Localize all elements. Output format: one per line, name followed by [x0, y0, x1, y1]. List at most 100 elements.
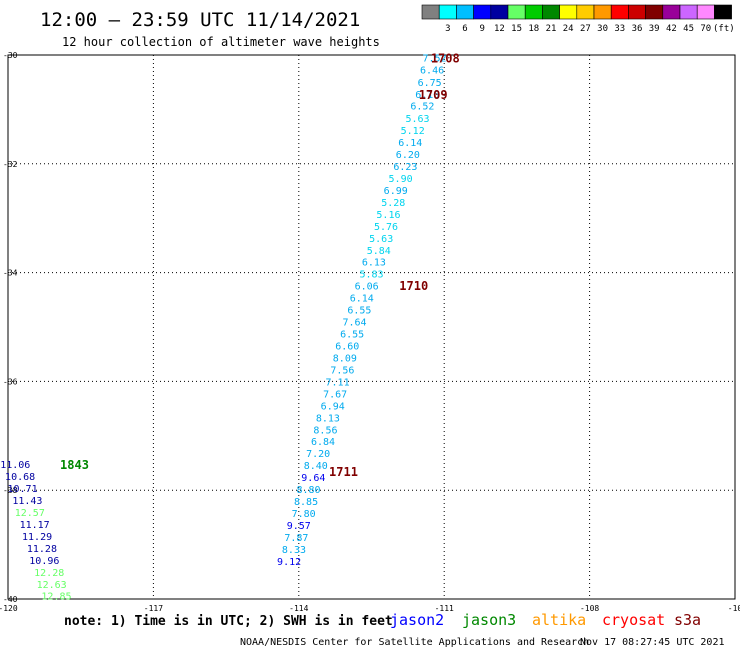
- wave-height-label: 7.64: [342, 318, 366, 329]
- longitude-tick-label: -114: [289, 604, 308, 613]
- wave-height-label: 5.76: [374, 222, 398, 233]
- latitude-tick-label: -34: [3, 269, 18, 278]
- credit-line: NOAA/NESDIS Center for Satellite Applica…: [240, 637, 589, 648]
- wave-height-label: 12.57: [15, 508, 45, 519]
- wave-height-label: 6.13: [362, 258, 386, 269]
- latitude-tick-label: -38: [3, 486, 18, 495]
- color-scale-legend: 3 6 9 12 15 18 21 24 27 30 33 36 39 42 45 70: [421, 4, 732, 34]
- satellite-tracks: 7.526.466.756.166.525.635.126.146.206.23…: [0, 52, 460, 603]
- color-swatch: [438, 4, 457, 20]
- wave-height-label: 8.09: [333, 353, 357, 364]
- color-swatch: [645, 4, 664, 20]
- generated-timestamp: Nov 17 08:27:45 UTC 2021: [580, 637, 725, 648]
- satellite-legend-jason3: jason3: [462, 611, 516, 629]
- color-scale-tick-label: 36: [632, 24, 643, 34]
- color-swatch: [714, 4, 732, 20]
- longitude-labels: -120 -117 -114 -111 -108 -10: [0, 604, 740, 613]
- wave-height-label: 5.83: [359, 270, 383, 281]
- color-scale-tick-label: 9: [479, 24, 484, 34]
- map-subtitle: 12 hour collection of altimeter wave hei…: [62, 35, 380, 49]
- satellite-legend: jason2 jason3 altika cryosat s3a: [390, 611, 701, 629]
- wave-height-label: 11.29: [22, 532, 52, 543]
- longitude-tick-label: -10: [728, 604, 740, 613]
- wave-height-label: 8.80: [296, 485, 320, 496]
- longitude-tick-label: -108: [580, 604, 599, 613]
- color-swatch: [576, 4, 595, 20]
- wave-height-label: 5.63: [369, 234, 393, 245]
- longitude-tick-label: -117: [144, 604, 163, 613]
- color-scale-tick-label: 6: [462, 24, 467, 34]
- color-swatch: [507, 4, 526, 20]
- color-scale-tick-label: 21: [546, 24, 557, 34]
- color-swatch: [696, 4, 715, 20]
- track-time-label: 1843: [60, 458, 89, 472]
- wave-height-label: 7.20: [306, 449, 330, 460]
- wave-height-label: 5.12: [401, 126, 425, 137]
- color-swatch: [490, 4, 509, 20]
- wave-height-label: 7.56: [330, 365, 354, 376]
- wave-height-label: 11.17: [20, 520, 50, 531]
- wave-height-label: 7.11: [326, 377, 350, 388]
- satellite-legend-s3a: s3a: [674, 611, 701, 629]
- units-note: note: 1) Time is in UTC; 2) SWH is in fe…: [64, 614, 393, 629]
- wave-height-label: 9.57: [287, 521, 311, 532]
- track-jason3: 7.526.466.756.166.525.635.126.146.206.23…: [277, 52, 460, 568]
- wave-height-label: 8.56: [313, 425, 337, 436]
- wave-height-label: 6.94: [321, 401, 345, 412]
- satellite-legend-cryosat: cryosat: [602, 611, 665, 629]
- wave-height-label: 11.43: [12, 496, 42, 507]
- wave-height-label: 5.90: [389, 174, 413, 185]
- latitude-labels: -30 -32 -34 -36 -38 -40: [3, 51, 18, 604]
- wave-height-label: 5.63: [405, 114, 429, 125]
- satellite-legend-altika: altika: [532, 611, 586, 629]
- wave-height-label: 5.84: [367, 246, 391, 257]
- wave-height-label: 12.28: [34, 568, 64, 579]
- color-scale-tick-label: 27: [580, 24, 591, 34]
- wave-height-label: 7.80: [292, 509, 316, 520]
- wave-height-label: 12.85: [41, 592, 71, 603]
- wave-height-label: 8.13: [316, 413, 340, 424]
- color-scale-tick-label: 15: [511, 24, 522, 34]
- map-graticule: [8, 55, 735, 599]
- wave-height-label: 11.28: [27, 544, 57, 555]
- color-scale-tick-label: 33: [614, 24, 625, 34]
- wave-height-label: 7.52: [422, 54, 446, 65]
- track-time-label: 1711: [329, 465, 358, 479]
- wave-height-label: 8.33: [282, 545, 306, 556]
- color-swatch: [662, 4, 681, 20]
- color-swatch: [456, 4, 474, 20]
- color-scale-tick-label: 45: [683, 24, 694, 34]
- map-title: 12:00 – 23:59 UTC 11/14/2021: [40, 9, 360, 31]
- color-swatch: [679, 4, 698, 20]
- track-time-label: 1710: [399, 279, 428, 293]
- wave-height-label: 9.12: [277, 557, 301, 568]
- wave-height-label: 6.99: [384, 186, 408, 197]
- wave-height-label: 6.60: [335, 341, 359, 352]
- track-time-label: 1709: [419, 88, 448, 102]
- color-swatch: [473, 4, 492, 20]
- wave-height-label: 5.16: [376, 210, 400, 221]
- color-scale-tick-label: 42: [666, 24, 677, 34]
- color-swatch: [610, 4, 629, 20]
- wave-height-label: 10.96: [29, 556, 59, 567]
- color-swatch: [524, 4, 543, 20]
- color-swatch: [559, 4, 578, 20]
- latitude-tick-label: -40: [3, 595, 18, 604]
- wave-height-label: 6.75: [418, 78, 442, 89]
- longitude-tick-label: -120: [0, 604, 18, 613]
- wave-height-label: 11.06: [0, 460, 30, 471]
- track-time-label: 1708: [431, 52, 460, 66]
- color-scale-tick-label: 12: [494, 24, 505, 34]
- wave-height-label: 6.16: [415, 90, 439, 101]
- wave-height-label: 5.28: [381, 198, 405, 209]
- wave-height-label: 7.87: [284, 533, 308, 544]
- wave-height-label: 9.64: [301, 473, 325, 484]
- wave-height-label: 6.52: [410, 102, 434, 113]
- color-scale-unit: (ft): [713, 24, 735, 34]
- satellite-legend-jason2: jason2: [390, 611, 444, 629]
- color-scale-tick-label: 18: [528, 24, 539, 34]
- wave-height-label: 6.46: [420, 66, 444, 77]
- map-frame: [7, 54, 736, 600]
